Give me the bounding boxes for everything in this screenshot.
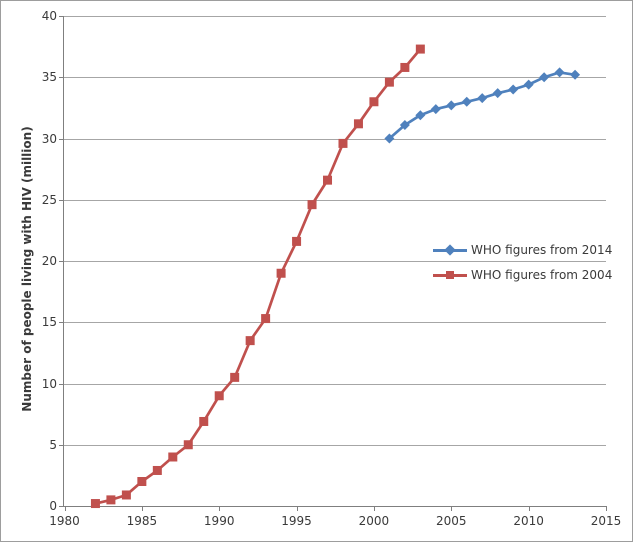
x-tick-label: 2000	[358, 514, 390, 528]
y-tick-label: 0	[49, 499, 57, 513]
legend-sample	[433, 243, 467, 256]
legend-item-who-2014: WHO figures from 2014	[433, 237, 612, 262]
square-marker-icon	[446, 270, 454, 279]
x-tick-label: 1980	[49, 514, 80, 528]
x-tick-label: 1995	[281, 514, 312, 528]
y-tick-label: 30	[41, 131, 57, 146]
series-who-figures-from-2014	[384, 67, 581, 144]
y-tick-label: 5	[49, 437, 57, 452]
legend: WHO figures from 2014 WHO figures from 2…	[433, 237, 612, 287]
y-tick-label: 40	[41, 9, 57, 23]
x-tick-label: 1985	[126, 514, 158, 528]
x-tick-label: 2015	[590, 514, 622, 528]
legend-item-who-2004: WHO figures from 2004	[433, 262, 612, 287]
x-tick-label: 2005	[436, 514, 467, 528]
legend-label: WHO figures from 2014	[471, 242, 613, 257]
diamond-marker-icon	[444, 243, 456, 256]
x-tick-label: 2010	[513, 514, 544, 528]
y-axis-title: Number of people living with HIV (millio…	[20, 126, 34, 412]
y-tick-label: 35	[41, 70, 57, 85]
x-tick-label: 1990	[203, 514, 235, 528]
y-tick-label: 25	[41, 192, 57, 207]
y-tick-label: 15	[41, 315, 57, 330]
axes	[59, 16, 607, 511]
series-who-figures-from-2004	[90, 44, 425, 509]
y-tick-label: 20	[41, 254, 57, 268]
gridlines	[63, 16, 606, 446]
y-tick-label: 10	[41, 376, 57, 391]
legend-label: WHO figures from 2004	[471, 267, 613, 282]
legend-sample	[433, 269, 467, 281]
